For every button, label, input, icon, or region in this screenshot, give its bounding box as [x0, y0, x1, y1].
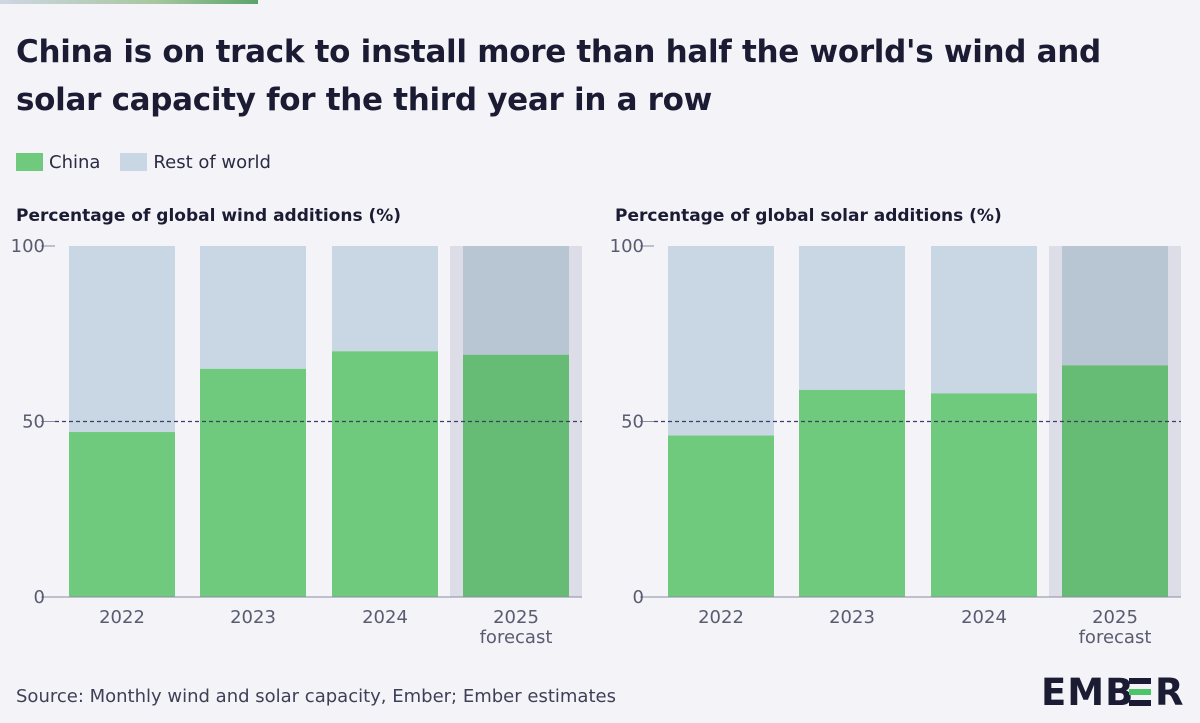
source-note: Source: Monthly wind and solar capacity,…	[16, 686, 616, 707]
wind-bar-china-2	[332, 351, 438, 597]
wind-x-tick-label-3-line1: forecast	[480, 627, 553, 648]
solar-bar-china-3	[1062, 365, 1168, 597]
legend-swatch-china	[16, 153, 43, 171]
wind-x-tick-label-0: 2022	[99, 607, 145, 628]
solar-bar-rest-of-world-0	[668, 246, 774, 436]
wind-x-tick-label-2: 2024	[362, 607, 408, 628]
wind-bar-china-0	[69, 432, 175, 597]
wind-y-tick-label-100: 100	[11, 236, 45, 257]
solar-bar-rest-of-world-2	[931, 246, 1037, 394]
solar-x-tick-label-0: 2022	[698, 607, 744, 628]
chart-title: China is on track to install more than h…	[16, 34, 1101, 118]
wind-y-tick-label-0: 0	[34, 587, 45, 608]
ember-logo-e-bars	[1129, 678, 1151, 706]
wind-bar-rest-of-world-3	[463, 246, 569, 355]
svg-text:R: R	[1155, 671, 1185, 714]
solar-bar-china-0	[668, 435, 774, 597]
solar-x-tick-label-1: 2023	[829, 607, 875, 628]
solar-y-tick-label-0: 0	[633, 587, 644, 608]
wind-bar-rest-of-world-0	[69, 246, 175, 433]
legend-swatch-rest-of-world	[120, 153, 148, 171]
wind-x-tick-label-1: 2023	[230, 607, 276, 628]
solar-panel-title: Percentage of global solar additions (%)	[615, 206, 1002, 226]
solar-bar-china-2	[931, 393, 1037, 597]
ember-logo-mark: EMB R	[1041, 671, 1185, 714]
wind-bar-china-3	[463, 354, 569, 597]
solar-bar-china-1	[799, 389, 905, 597]
legend: China Rest of world	[16, 150, 291, 174]
ember-logo: EMB R	[1041, 670, 1187, 723]
wind-bar-rest-of-world-1	[200, 246, 306, 369]
wind-bar-rest-of-world-2	[332, 246, 438, 352]
top-accent-bar	[0, 0, 258, 4]
solar-x-tick-label-2: 2024	[961, 607, 1007, 628]
solar-y-tick-label-100: 100	[610, 236, 644, 257]
wind-bar-china-1	[200, 368, 306, 597]
wind-y-tick-label-50: 50	[22, 412, 45, 433]
solar-x-tick-label-3: 2025	[1092, 607, 1138, 628]
solar-x-tick-label-3-line1: forecast	[1079, 627, 1152, 648]
wind-panel-title: Percentage of global wind additions (%)	[16, 206, 402, 226]
legend-item-rest-of-world: Rest of world	[120, 152, 271, 173]
solar-bar-rest-of-world-3	[1062, 246, 1168, 366]
solar-y-tick-label-50: 50	[621, 412, 644, 433]
legend-item-china: China	[16, 152, 100, 173]
wind-x-tick-label-3: 2025	[493, 607, 539, 628]
solar-bar-rest-of-world-1	[799, 246, 905, 390]
legend-label-rest-of-world: Rest of world	[153, 151, 271, 173]
legend-label-china: China	[49, 151, 101, 173]
svg-text:EMB: EMB	[1041, 671, 1134, 714]
